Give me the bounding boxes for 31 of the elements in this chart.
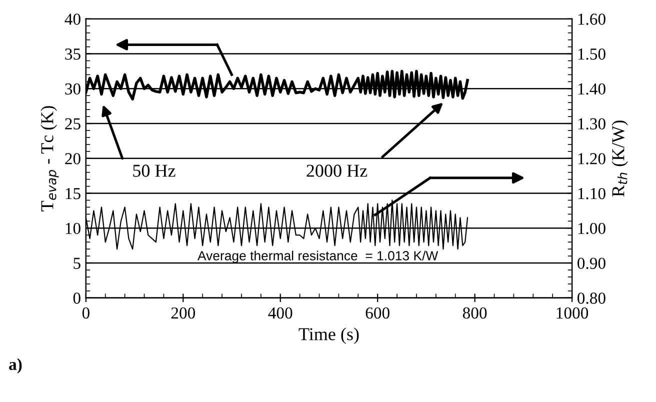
y-tick-label: 5 — [74, 258, 80, 269]
y2-tick-label: 1.10 — [578, 188, 606, 200]
x-tick-label: 0 — [82, 307, 90, 319]
text: a) — [9, 358, 22, 374]
y-tick-label: 40 — [64, 14, 80, 25]
y-tick-label: 25 — [65, 118, 80, 130]
y-tick-label: 15 — [66, 188, 80, 200]
y2-tick-label: 1.00 — [578, 222, 606, 234]
y2-tick-label: 1.40 — [578, 83, 606, 95]
x-tick-label: 600 — [366, 307, 390, 319]
x-tick-label: 1000 — [556, 307, 588, 319]
y2-tick-label: 0.90 — [578, 258, 606, 270]
y-tick-label: 30 — [65, 83, 80, 95]
annotation: 50 Hz — [133, 164, 176, 177]
annotation: 2000 Hz — [306, 164, 368, 177]
annotation: Average thermal resistance = 1.013 K/W — [197, 250, 438, 264]
x-tick-label: 800 — [462, 307, 487, 319]
y-axis-title: T$_{evap}$ - Tc (K) — [40, 106, 59, 212]
y2-tick-label: 1.30 — [578, 118, 606, 130]
y-tick-label: 0 — [73, 292, 80, 304]
x-axis-title: Time (s) — [298, 328, 359, 344]
x-tick-label: 200 — [171, 307, 196, 319]
y-tick-label: 35 — [65, 48, 80, 60]
y2-tick-label: 1.50 — [578, 48, 606, 60]
x-tick-label: 400 — [268, 307, 292, 319]
y2-tick-label: 1.20 — [578, 153, 606, 164]
y2-tick-label: 0.80 — [578, 292, 606, 304]
y2-tick-label: 1.60 — [578, 14, 606, 25]
y-tick-label: 20 — [65, 153, 80, 164]
y-tick-label: 10 — [66, 222, 80, 234]
y2-axis-title: R$_{th}$ (K/W) — [612, 120, 628, 197]
